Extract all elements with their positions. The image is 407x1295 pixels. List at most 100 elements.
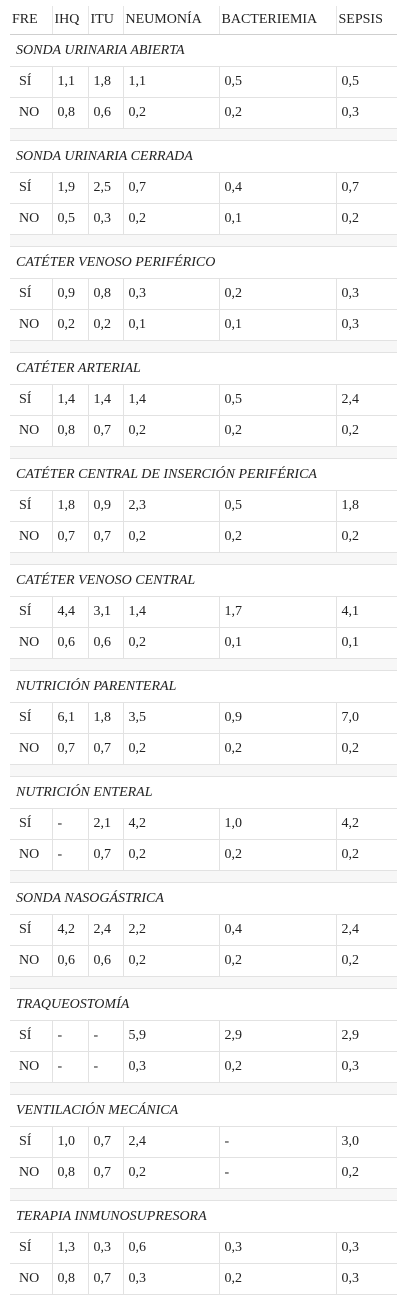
section-title: CATÉTER VENOSO CENTRAL bbox=[10, 564, 397, 597]
cell-fre: NO bbox=[10, 309, 52, 341]
cell-fre: NO bbox=[10, 733, 52, 765]
cell-ihq: - bbox=[51, 839, 88, 871]
cell-sepsis: 0,2 bbox=[335, 521, 397, 553]
cell-neumonia: 0,2 bbox=[122, 203, 219, 235]
cell-sepsis: 0,1 bbox=[335, 627, 397, 659]
cell-bacteriemia: 1,7 bbox=[218, 596, 336, 628]
cell-ihq: 0,6 bbox=[51, 945, 88, 977]
cell-itu: 0,7 bbox=[87, 733, 123, 765]
cell-bacteriemia: 0,9 bbox=[218, 702, 336, 734]
section-spacer bbox=[10, 870, 397, 883]
section-header-row: TRAQUEOSTOMÍA bbox=[10, 988, 397, 1021]
cell-fre: SÍ bbox=[10, 490, 52, 522]
cell-itu: 3,1 bbox=[87, 596, 123, 628]
cell-fre: SÍ bbox=[10, 1126, 52, 1158]
cell-fre: SÍ bbox=[10, 278, 52, 310]
cell-fre: SÍ bbox=[10, 808, 52, 840]
cell-itu: 0,3 bbox=[87, 1232, 123, 1264]
cell-bacteriemia: - bbox=[218, 1126, 336, 1158]
cell-ihq: 0,8 bbox=[51, 1263, 88, 1295]
cell-sepsis: 0,3 bbox=[335, 97, 397, 129]
cell-neumonia: 2,4 bbox=[122, 1126, 219, 1158]
cell-neumonia: 1,4 bbox=[122, 384, 219, 416]
cell-itu: 0,2 bbox=[87, 309, 123, 341]
cell-neumonia: 5,9 bbox=[122, 1020, 219, 1052]
cell-itu: 0,7 bbox=[87, 1157, 123, 1189]
section-header-row: CATÉTER VENOSO PERIFÉRICO bbox=[10, 246, 397, 279]
cell-itu: 0,7 bbox=[87, 839, 123, 871]
cell-sepsis: 2,4 bbox=[335, 384, 397, 416]
cell-bacteriemia: 0,2 bbox=[218, 97, 336, 129]
cell-fre: SÍ bbox=[10, 66, 52, 98]
cell-fre: NO bbox=[10, 97, 52, 129]
section-spacer bbox=[10, 446, 397, 459]
cell-itu: 0,6 bbox=[87, 97, 123, 129]
header-sepsis: SEPSIS bbox=[335, 6, 397, 35]
cell-ihq: - bbox=[51, 1051, 88, 1083]
section-spacer bbox=[10, 234, 397, 247]
spacer-cell bbox=[10, 446, 397, 459]
section-spacer bbox=[10, 658, 397, 671]
cell-fre: SÍ bbox=[10, 702, 52, 734]
cell-itu: 2,4 bbox=[87, 914, 123, 946]
cell-bacteriemia: 0,5 bbox=[218, 66, 336, 98]
cell-sepsis: 4,1 bbox=[335, 596, 397, 628]
cell-bacteriemia: 0,2 bbox=[218, 521, 336, 553]
cell-ihq: 1,8 bbox=[51, 490, 88, 522]
cell-bacteriemia: 0,2 bbox=[218, 1051, 336, 1083]
table-row: NO 0,5 0,3 0,2 0,1 0,2 bbox=[10, 203, 397, 235]
cell-bacteriemia: 0,2 bbox=[218, 733, 336, 765]
cell-neumonia: 0,2 bbox=[122, 945, 219, 977]
table-row: SÍ 1,9 2,5 0,7 0,4 0,7 bbox=[10, 172, 397, 204]
section-header-row: CATÉTER CENTRAL DE INSERCIÓN PERIFÉRICA bbox=[10, 458, 397, 491]
section-title: SONDA NASOGÁSTRICA bbox=[10, 882, 397, 915]
cell-bacteriemia: 0,4 bbox=[218, 172, 336, 204]
cell-fre: NO bbox=[10, 521, 52, 553]
cell-ihq: 1,3 bbox=[51, 1232, 88, 1264]
cell-bacteriemia: 0,3 bbox=[218, 1232, 336, 1264]
section-spacer bbox=[10, 976, 397, 989]
cell-bacteriemia: 0,4 bbox=[218, 914, 336, 946]
cell-bacteriemia: 0,5 bbox=[218, 384, 336, 416]
table-row: NO -0,7 0,2 0,2 0,2 bbox=[10, 839, 397, 871]
risk-factor-table-container: FRE IHQ ITU NEUMONÍA BACTERIEMIA SEPSIS … bbox=[10, 6, 397, 1295]
section-title: SONDA URINARIA ABIERTA bbox=[10, 34, 397, 67]
cell-neumonia: 0,2 bbox=[122, 521, 219, 553]
cell-itu: - bbox=[87, 1051, 123, 1083]
table-row: SÍ 6,1 1,8 3,5 0,9 7,0 bbox=[10, 702, 397, 734]
cell-sepsis: 0,2 bbox=[335, 1157, 397, 1189]
header-neumonia: NEUMONÍA bbox=[122, 6, 219, 35]
cell-sepsis: 0,3 bbox=[335, 278, 397, 310]
cell-fre: SÍ bbox=[10, 914, 52, 946]
table-row: NO 0,6 0,6 0,2 0,1 0,1 bbox=[10, 627, 397, 659]
cell-neumonia: 0,2 bbox=[122, 415, 219, 447]
cell-bacteriemia: 0,1 bbox=[218, 627, 336, 659]
cell-neumonia: 4,2 bbox=[122, 808, 219, 840]
cell-itu: 0,8 bbox=[87, 278, 123, 310]
cell-neumonia: 0,3 bbox=[122, 278, 219, 310]
cell-neumonia: 3,5 bbox=[122, 702, 219, 734]
table-row: NO 0,8 0,7 0,2-0,2 bbox=[10, 1157, 397, 1189]
header-ihq: IHQ bbox=[51, 6, 88, 35]
section-title: NUTRICIÓN PARENTERAL bbox=[10, 670, 397, 703]
section-title: TERAPIA INMUNOSUPRESORA bbox=[10, 1200, 397, 1233]
table-row: NO 0,8 0,7 0,3 0,2 0,3 bbox=[10, 1263, 397, 1295]
cell-sepsis: 0,5 bbox=[335, 66, 397, 98]
cell-fre: SÍ bbox=[10, 384, 52, 416]
cell-neumonia: 0,2 bbox=[122, 1157, 219, 1189]
cell-itu: 0,7 bbox=[87, 415, 123, 447]
cell-ihq: 0,8 bbox=[51, 1157, 88, 1189]
cell-neumonia: 0,2 bbox=[122, 733, 219, 765]
cell-fre: NO bbox=[10, 1051, 52, 1083]
cell-sepsis: 0,2 bbox=[335, 839, 397, 871]
cell-itu: 1,8 bbox=[87, 702, 123, 734]
cell-ihq: 1,0 bbox=[51, 1126, 88, 1158]
header-row: FRE IHQ ITU NEUMONÍA BACTERIEMIA SEPSIS bbox=[10, 6, 397, 35]
cell-ihq: 0,2 bbox=[51, 309, 88, 341]
table-row: SÍ 1,3 0,3 0,6 0,3 0,3 bbox=[10, 1232, 397, 1264]
cell-itu: 0,7 bbox=[87, 1263, 123, 1295]
table-row: NO 0,7 0,7 0,2 0,2 0,2 bbox=[10, 733, 397, 765]
cell-neumonia: 2,2 bbox=[122, 914, 219, 946]
cell-neumonia: 0,3 bbox=[122, 1263, 219, 1295]
cell-ihq: - bbox=[51, 808, 88, 840]
